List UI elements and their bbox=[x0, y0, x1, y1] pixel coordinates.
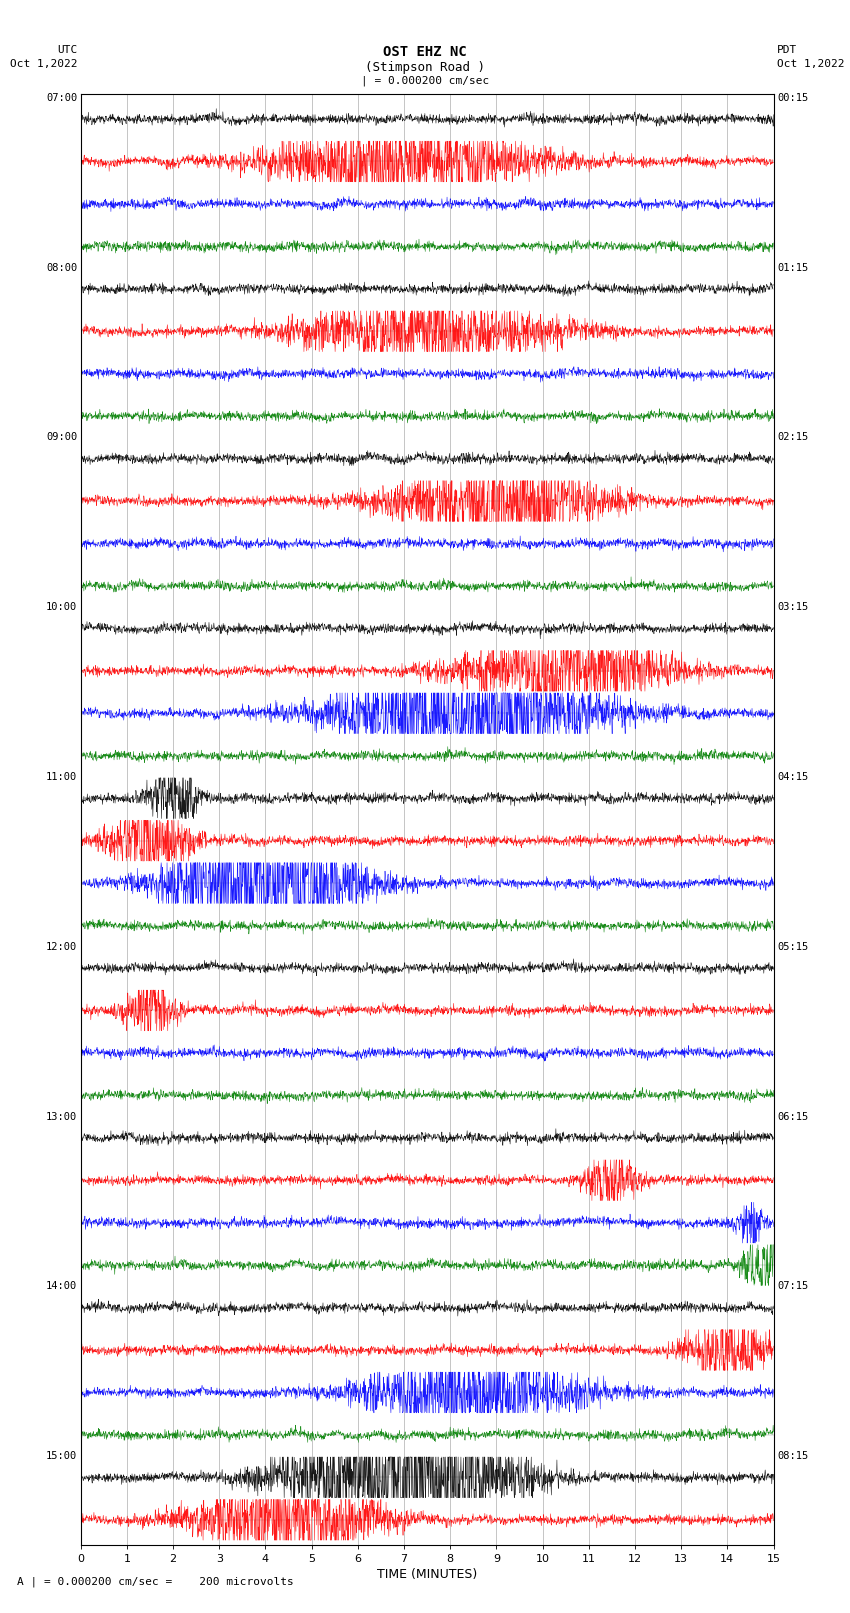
Text: 05:15: 05:15 bbox=[777, 942, 808, 952]
Text: 11:00: 11:00 bbox=[46, 773, 77, 782]
Text: | = 0.000200 cm/sec: | = 0.000200 cm/sec bbox=[361, 76, 489, 85]
Text: 14:00: 14:00 bbox=[46, 1281, 77, 1292]
Text: 06:15: 06:15 bbox=[777, 1111, 808, 1121]
Text: 08:00: 08:00 bbox=[46, 263, 77, 273]
Text: 12:00: 12:00 bbox=[46, 942, 77, 952]
Text: 03:15: 03:15 bbox=[777, 602, 808, 613]
Text: PDT: PDT bbox=[777, 45, 797, 55]
Text: 09:00: 09:00 bbox=[46, 432, 77, 442]
Text: 15:00: 15:00 bbox=[46, 1452, 77, 1461]
Text: A | = 0.000200 cm/sec =    200 microvolts: A | = 0.000200 cm/sec = 200 microvolts bbox=[17, 1576, 294, 1587]
Text: 01:15: 01:15 bbox=[777, 263, 808, 273]
Text: 13:00: 13:00 bbox=[46, 1111, 77, 1121]
Text: 07:00: 07:00 bbox=[46, 94, 77, 103]
Text: Oct 1,2022: Oct 1,2022 bbox=[777, 60, 844, 69]
Text: (Stimpson Road ): (Stimpson Road ) bbox=[365, 61, 485, 74]
Text: 08:15: 08:15 bbox=[777, 1452, 808, 1461]
Text: 10:00: 10:00 bbox=[46, 602, 77, 613]
Text: OST EHZ NC: OST EHZ NC bbox=[383, 45, 467, 58]
Text: 00:15: 00:15 bbox=[777, 94, 808, 103]
Text: 04:15: 04:15 bbox=[777, 773, 808, 782]
X-axis label: TIME (MINUTES): TIME (MINUTES) bbox=[377, 1568, 477, 1581]
Text: 02:15: 02:15 bbox=[777, 432, 808, 442]
Text: Oct 1,2022: Oct 1,2022 bbox=[10, 60, 77, 69]
Text: 07:15: 07:15 bbox=[777, 1281, 808, 1292]
Text: UTC: UTC bbox=[57, 45, 77, 55]
